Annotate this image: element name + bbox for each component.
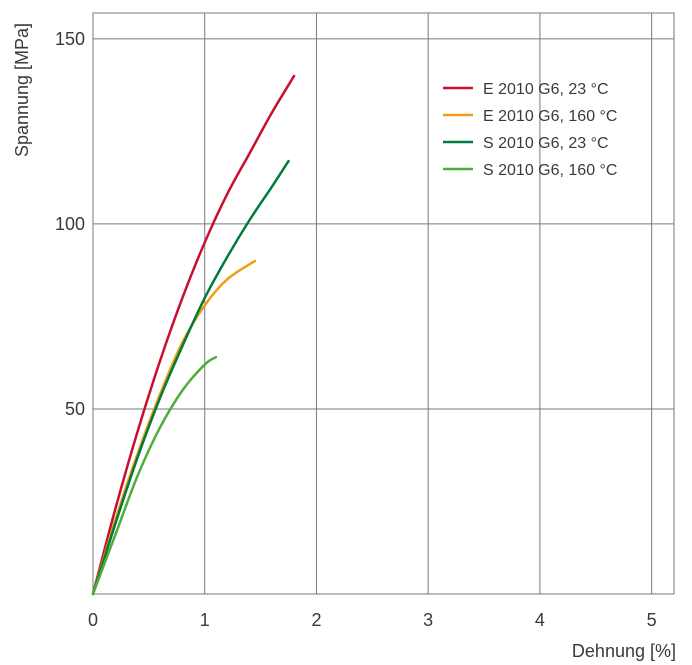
- series-line-2: [91, 259, 257, 596]
- x-tick-label: 1: [200, 610, 210, 630]
- x-tick-label: 3: [423, 610, 433, 630]
- series-line-4: [91, 355, 218, 596]
- y-axis-label: Spannung [MPa]: [12, 23, 32, 157]
- x-tick-label: 4: [535, 610, 545, 630]
- legend-label: S 2010 G6, 23 °C: [483, 135, 609, 152]
- x-tick-label: 2: [311, 610, 321, 630]
- y-tick-label: 50: [65, 399, 85, 419]
- x-axis-label: Dehnung [%]: [572, 641, 676, 661]
- x-tick-label: 5: [647, 610, 657, 630]
- y-tick-label: 150: [55, 29, 85, 49]
- x-tick-labels: 0 1 2 3 4 5: [88, 610, 657, 630]
- grid: [93, 13, 674, 594]
- legend-label: E 2010 G6, 160 °C: [483, 108, 617, 125]
- legend: E 2010 G6, 23 °C E 2010 G6, 160 °C S 2010 …: [443, 81, 617, 179]
- y-tick-labels: 50 100 150: [55, 29, 85, 419]
- series-line-3: [91, 159, 290, 596]
- legend-label: E 2010 G6, 23 °C: [483, 81, 609, 98]
- series-group: [91, 74, 296, 596]
- x-tick-label: 0: [88, 610, 98, 630]
- legend-label: S 2010 G6, 160 °C: [483, 162, 617, 179]
- series-line-1: [91, 74, 296, 596]
- y-tick-label: 100: [55, 214, 85, 234]
- plot-frame: [92, 12, 675, 595]
